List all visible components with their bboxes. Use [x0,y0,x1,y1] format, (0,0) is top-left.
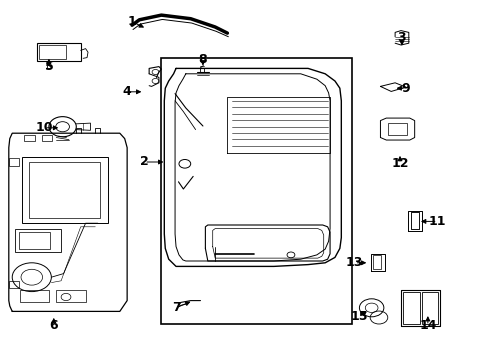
Text: 11: 11 [428,215,446,228]
Bar [387,123,407,135]
Text: 10: 10 [35,121,53,134]
Text: 7: 7 [171,301,180,314]
Text: 3: 3 [397,31,406,44]
Text: 4: 4 [122,85,131,98]
Bar [9,158,19,166]
Bar [9,281,19,288]
Bar [37,43,81,61]
Bar [421,292,437,324]
Bar [22,157,107,223]
Bar [372,255,381,269]
Bar [20,290,49,302]
Text: 9: 9 [401,82,409,95]
Bar [410,212,418,229]
Bar [29,162,100,218]
Text: 12: 12 [390,157,408,170]
Text: 15: 15 [350,310,367,323]
Bar [161,58,351,324]
Bar [39,45,66,59]
Bar [19,232,50,249]
Bar [41,135,52,141]
Text: 6: 6 [49,319,58,332]
Bar [15,229,61,252]
Text: 5: 5 [44,60,53,73]
Text: 8: 8 [198,53,207,66]
Text: 2: 2 [140,156,148,168]
Text: 14: 14 [418,319,436,332]
Text: 1: 1 [127,15,136,28]
Bar [56,290,85,302]
Bar [410,212,418,229]
Bar [403,292,419,324]
Bar [24,135,35,141]
Text: 13: 13 [345,256,363,269]
